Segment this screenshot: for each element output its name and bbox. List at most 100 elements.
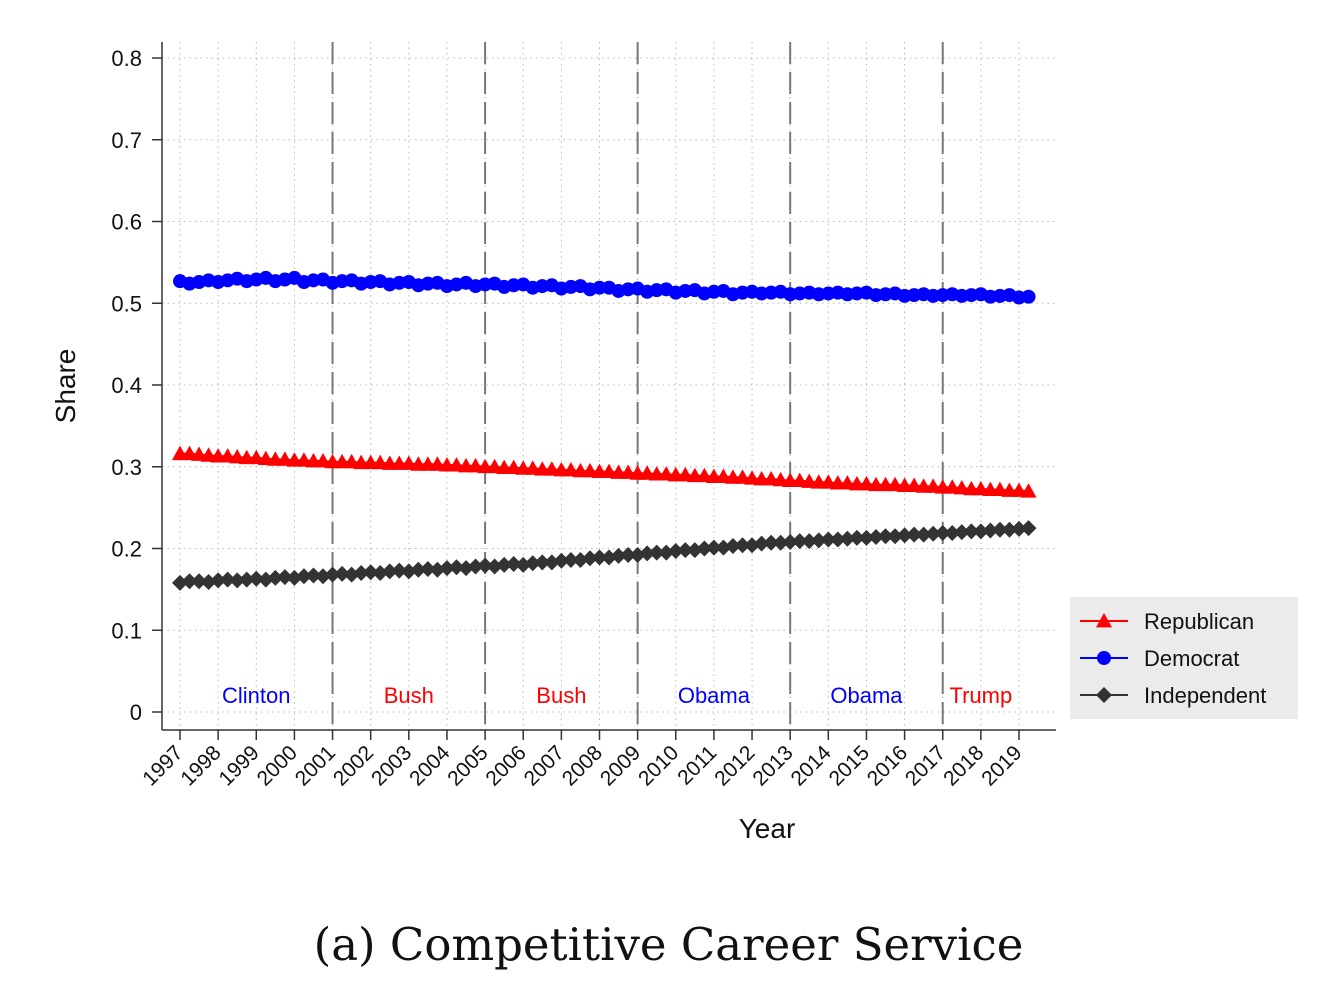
legend-marker <box>1096 613 1112 628</box>
data-point <box>791 533 808 550</box>
axis-labels: Year Share <box>50 349 795 844</box>
y-tick-label: 0.1 <box>111 618 142 643</box>
legend-label: Independent <box>1144 683 1266 708</box>
y-tick-label: 0.7 <box>111 128 142 153</box>
figure-caption: (a) Competitive Career Service <box>313 918 1024 971</box>
x-tick-label: 2007 <box>520 741 569 790</box>
data-point <box>581 550 598 567</box>
data-point <box>534 554 551 571</box>
data-point <box>381 563 398 580</box>
data-point <box>925 525 942 542</box>
x-tick-label: 2003 <box>367 741 416 790</box>
data-point <box>562 551 579 568</box>
data-point <box>210 572 227 589</box>
data-point <box>362 564 379 581</box>
data-point <box>772 534 789 551</box>
x-tick-label: 2014 <box>787 741 837 791</box>
data-point <box>295 568 312 585</box>
x-tick-label: 2002 <box>329 741 378 790</box>
data-point <box>448 559 465 576</box>
y-tick-label: 0.5 <box>111 291 142 316</box>
x-axis-title: Year <box>739 813 796 844</box>
data-point <box>324 566 341 583</box>
data-point <box>820 531 837 548</box>
data-point <box>1021 289 1036 304</box>
legend-marker <box>1097 651 1111 665</box>
series-independent <box>172 520 1037 591</box>
term-label: Obama <box>830 683 903 708</box>
data-point <box>848 529 865 546</box>
data-point <box>724 538 741 555</box>
x-tick-label: 2010 <box>634 741 683 790</box>
data-point <box>505 556 522 573</box>
data-point <box>887 528 904 545</box>
y-axis-title: Share <box>50 349 81 424</box>
data-point <box>191 573 208 590</box>
x-tick-label: 2000 <box>253 741 302 790</box>
axes: 00.10.20.30.40.50.60.70.8199719981999200… <box>111 42 1056 791</box>
y-tick-label: 0.8 <box>111 46 142 71</box>
data-point <box>181 573 198 590</box>
data-point <box>1001 521 1018 538</box>
data-point <box>496 556 513 573</box>
data-point <box>467 558 484 575</box>
data-point <box>963 523 980 540</box>
term-label: Clinton <box>222 683 290 708</box>
term-label: Obama <box>678 683 751 708</box>
legend-label: Republican <box>1144 609 1254 634</box>
x-tick-label: 2011 <box>673 741 721 789</box>
x-tick-label: 1999 <box>215 741 264 790</box>
data-point <box>419 560 436 577</box>
data-point <box>877 528 894 545</box>
x-tick-label: 1998 <box>176 741 225 790</box>
data-point <box>934 524 951 541</box>
data-point <box>267 569 284 586</box>
data-point <box>353 565 370 582</box>
data-point <box>829 531 846 548</box>
legend-marker <box>1096 687 1112 703</box>
data-point <box>858 529 875 546</box>
data-point <box>953 524 970 541</box>
data-point <box>610 547 627 564</box>
term-label: Bush <box>384 683 434 708</box>
data-point <box>906 526 923 543</box>
data-point <box>1020 483 1037 498</box>
data-point <box>620 547 637 564</box>
data-point <box>553 552 570 569</box>
data-point <box>229 572 246 589</box>
data-point <box>972 523 989 540</box>
x-tick-label: 2018 <box>939 741 988 790</box>
x-tick-label: 2019 <box>977 741 1026 790</box>
legend-label: Democrat <box>1144 646 1239 671</box>
term-label: Trump <box>949 683 1012 708</box>
presidential-terms: Clinton Bush Bush Obama Obama Trump <box>222 42 1012 730</box>
data-point <box>763 534 780 551</box>
x-tick-label: 1997 <box>138 741 187 790</box>
y-tick-label: 0 <box>130 700 142 725</box>
data-point <box>982 522 999 539</box>
data-point <box>1011 520 1027 537</box>
data-point <box>915 526 932 543</box>
data-point <box>810 532 827 549</box>
data-point <box>248 570 265 587</box>
data-point <box>696 540 713 557</box>
data-point <box>477 557 494 574</box>
y-tick-label: 0.4 <box>111 373 142 398</box>
data-point <box>753 535 770 552</box>
data-point <box>524 555 541 572</box>
data-point <box>801 533 818 550</box>
data-point <box>391 562 408 579</box>
data-point <box>867 529 884 546</box>
legend: Republican Democrat Independent <box>1070 597 1298 719</box>
series-democrat <box>173 270 1036 305</box>
y-tick-label: 0.3 <box>111 455 142 480</box>
data-point <box>991 521 1008 538</box>
series-republican <box>172 445 1037 498</box>
data-point <box>734 537 751 554</box>
data-point <box>839 530 856 547</box>
term-label: Bush <box>536 683 586 708</box>
data-point <box>667 542 684 559</box>
data-point <box>1020 520 1037 537</box>
x-tick-label: 2004 <box>405 741 455 791</box>
